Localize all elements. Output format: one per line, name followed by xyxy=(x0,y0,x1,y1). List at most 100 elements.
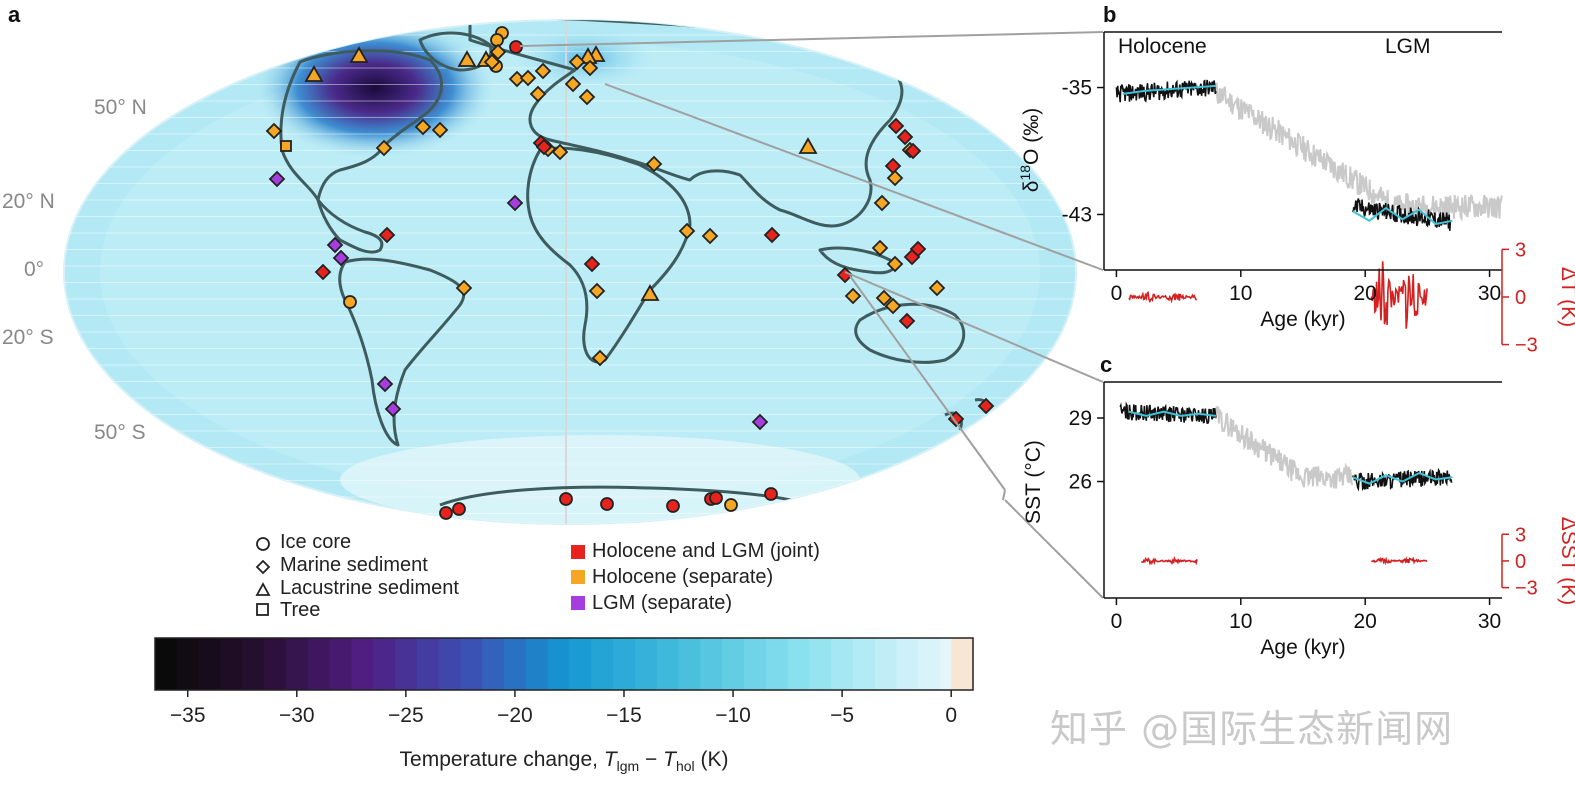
marine-sediment-marker xyxy=(844,287,862,305)
y-tick-label: 26 xyxy=(1069,471,1092,494)
marine-sediment-marker xyxy=(489,43,507,61)
marine-sediment-marker xyxy=(535,138,553,156)
marine-sediment-marker xyxy=(568,53,586,71)
ice-core-marker xyxy=(452,502,466,516)
marine-sediment-marker xyxy=(578,88,596,106)
watermark-text: 知乎 @国际生态新闻网 xyxy=(1050,707,1454,751)
marine-sediment-marker xyxy=(506,194,524,212)
connector-lines xyxy=(519,31,1104,599)
marine-sediment-marker xyxy=(564,75,582,93)
ice-core-marker xyxy=(343,295,357,309)
selected-record-line xyxy=(1119,401,1217,424)
x-tick-label: 30 xyxy=(1478,282,1501,305)
tree-marker xyxy=(280,140,292,152)
marine-sediment-marker xyxy=(875,289,893,307)
legend-joint: Holocene and LGM (joint) xyxy=(592,540,820,562)
x-tick-label: 0 xyxy=(1111,610,1123,633)
marine-sediment-marker xyxy=(591,349,609,367)
lacustrine-sediment-marker xyxy=(640,284,660,301)
legend-tree: Tree xyxy=(280,599,321,621)
marine-sediment-marker xyxy=(588,282,606,300)
marine-sediment-marker xyxy=(887,117,905,135)
legend-lgm: LGM (separate) xyxy=(592,592,733,614)
marine-sediment-marker xyxy=(898,312,916,330)
panel-letter-a: a xyxy=(8,2,21,27)
y2-tick-label: 3 xyxy=(1515,524,1526,546)
x-axis-label: Age (kyr) xyxy=(1260,308,1345,331)
marine-sediment-marker xyxy=(332,249,350,267)
proxy-symbols xyxy=(255,537,271,616)
marine-sediment-marker xyxy=(376,375,394,393)
ice-core-marker xyxy=(724,498,738,512)
y2-tick-label: 0 xyxy=(1515,287,1526,309)
residual-line xyxy=(1141,555,1198,566)
marine-sediment-marker xyxy=(904,142,922,160)
selected-record-line xyxy=(1115,79,1217,103)
marine-sediment-marker xyxy=(836,266,854,284)
marine-sediment-marker xyxy=(384,400,402,418)
marine-sediment-marker xyxy=(534,62,552,80)
marine-sediment-marker xyxy=(886,255,904,273)
marine-sediment-marker xyxy=(884,297,902,315)
ice-core-marker xyxy=(559,492,573,506)
marine-sediment-marker xyxy=(414,118,432,136)
marine-sediment-marker xyxy=(678,222,696,240)
marine-sediment-marker xyxy=(763,226,781,244)
residual-line xyxy=(1370,261,1428,329)
smoothed-fit-line xyxy=(1352,472,1453,485)
y2-tick-label: 3 xyxy=(1515,239,1526,261)
period-label-holocene: Holocene xyxy=(1118,35,1207,58)
marine-sediment-marker xyxy=(581,59,599,77)
y2-axis-label: ΔSST (K) xyxy=(1557,517,1575,605)
joint-swatch xyxy=(571,545,585,559)
lacustrine-sediment-marker xyxy=(457,50,477,67)
x-tick-label: 10 xyxy=(1229,282,1252,305)
lat-label-20s: 20° S xyxy=(2,326,54,349)
y-tick-label: -43 xyxy=(1062,203,1092,226)
marine-sediment-marker xyxy=(529,85,547,103)
ice-core-marker xyxy=(600,497,614,511)
lacustrine-sediment-marker xyxy=(304,65,324,82)
y2-tick-label: 0 xyxy=(1515,551,1526,573)
marine-sediment-marker xyxy=(265,122,283,140)
marine-sediment-marker xyxy=(928,279,946,297)
smoothed-fit-line xyxy=(1122,84,1216,95)
y-tick-label: 29 xyxy=(1069,407,1092,430)
y-axis-label: SST (°C) xyxy=(1022,440,1045,524)
lat-label-20n: 20° N xyxy=(2,190,55,213)
marine-sediment-marker xyxy=(431,121,449,139)
panel-letter-c: c xyxy=(1100,352,1113,377)
marine-sediment-marker xyxy=(645,155,663,173)
marine-sediment-marker xyxy=(583,255,601,273)
ice-core-symbol-icon xyxy=(256,537,270,551)
ice-core-marker xyxy=(666,499,680,513)
marine-sediment-marker xyxy=(701,227,719,245)
residual-line xyxy=(1371,556,1428,566)
colorbar-label: Temperature change, Tlgm − Thol (K) xyxy=(399,748,729,775)
tree-symbol-icon xyxy=(256,603,269,616)
marine-sediment-marker xyxy=(375,139,393,157)
lat-label-50n: 50° N xyxy=(94,96,147,119)
x-tick-label: 0 xyxy=(1111,282,1123,305)
legend-ice-core: Ice core xyxy=(280,531,352,553)
y2-tick-label: −3 xyxy=(1515,578,1538,600)
ice-core-marker xyxy=(764,487,778,501)
marine-sediment-marker xyxy=(268,170,286,188)
selected-record-line xyxy=(1352,198,1453,231)
x-axis-label: Age (kyr) xyxy=(1260,636,1345,659)
legend-holocene: Holocene (separate) xyxy=(592,566,774,588)
ice-core-marker xyxy=(509,40,523,54)
y-axis-label: δ18O (‰) xyxy=(1017,108,1043,192)
smoothed-fit-line xyxy=(1352,207,1453,225)
period-label-lgm: LGM xyxy=(1385,35,1431,58)
lacustrine-sediment-marker xyxy=(798,137,818,154)
marine-sediment-marker xyxy=(551,143,569,161)
lat-label-0: 0° xyxy=(24,258,45,281)
y2-tick-label: −3 xyxy=(1515,335,1538,357)
lacustrine-sediment-symbol-icon xyxy=(255,582,271,596)
x-tick-label: 20 xyxy=(1354,282,1377,305)
lgm-swatch xyxy=(571,596,585,610)
full-record-line xyxy=(1214,82,1503,222)
